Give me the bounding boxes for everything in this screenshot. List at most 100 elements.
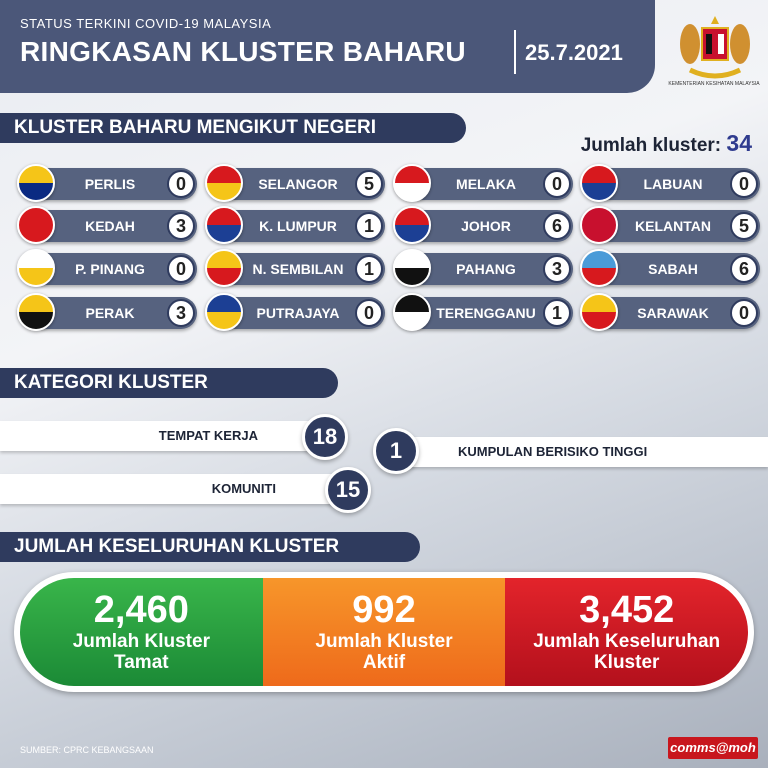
state-selangor: SELANGOR 5: [205, 164, 385, 202]
states-section-title: KLUSTER BAHARU MENGIKUT NEGERI: [0, 113, 466, 143]
state-p-pinang: P. PINANG 0: [17, 249, 197, 287]
state-count: 0: [167, 255, 195, 283]
brand-badge: comms@moh: [668, 737, 758, 759]
value: 992: [352, 589, 416, 631]
state-pill: KELANTAN 5: [594, 210, 760, 242]
category-bar-tempat-kerja: TEMPAT KERJA: [0, 421, 318, 451]
state-count: 3: [543, 255, 571, 283]
state-pill: SARAWAK 0: [594, 297, 760, 329]
state-count: 3: [167, 299, 195, 327]
state-sarawak: SARAWAK 0: [580, 293, 760, 331]
state-k-lumpur: K. LUMPUR 1: [205, 206, 385, 244]
state-name: K. LUMPUR: [259, 218, 337, 234]
state-pill: N. SEMBILAN 1: [219, 253, 385, 285]
state-pill: TERENGGANU 1: [407, 297, 573, 329]
state-name: SARAWAK: [637, 305, 709, 321]
state-count: 0: [167, 170, 195, 198]
label: Tamat: [114, 652, 169, 673]
state-pill: MELAKA 0: [407, 168, 573, 200]
state-count: 1: [543, 299, 571, 327]
state-flag-icon: [580, 293, 618, 331]
state-count: 6: [730, 255, 758, 283]
header-banner: STATUS TERKINI COVID-19 MALAYSIA RINGKAS…: [0, 0, 655, 93]
category-value-komuniti: 15: [325, 467, 371, 513]
total-ended-clusters: 2,460 Jumlah Kluster Tamat: [20, 578, 263, 686]
state-name: P. PINANG: [75, 261, 145, 277]
page-title: RINGKASAN KLUSTER BAHARU: [20, 36, 466, 67]
state-name: MELAKA: [456, 176, 516, 192]
state-kelantan: KELANTAN 5: [580, 206, 760, 244]
label: Jumlah Kluster: [72, 631, 210, 652]
state-sabah: SABAH 6: [580, 249, 760, 287]
state-pill: SELANGOR 5: [219, 168, 385, 200]
state-pahang: PAHANG 3: [393, 249, 573, 287]
state-terengganu: TERENGGANU 1: [393, 293, 573, 331]
state-name: JOHOR: [461, 218, 511, 234]
state-pill: PAHANG 3: [407, 253, 573, 285]
totals-section-title: JUMLAH KESELURUHAN KLUSTER: [0, 532, 420, 562]
state-name: PUTRAJAYA: [256, 305, 340, 321]
state-perak: PERAK 3: [17, 293, 197, 331]
logo-caption: KEMENTERIAN KESIHATAN MALAYSIA: [668, 81, 760, 87]
state-pill: SABAH 6: [594, 253, 760, 285]
state-flag-icon: [205, 249, 243, 287]
state-count: 0: [730, 299, 758, 327]
state-pill: JOHOR 6: [407, 210, 573, 242]
label: Jumlah Keseluruhan: [533, 631, 721, 652]
state-perlis: PERLIS 0: [17, 164, 197, 202]
state-labuan: LABUAN 0: [580, 164, 760, 202]
state-melaka: MELAKA 0: [393, 164, 573, 202]
state-name: PERLIS: [84, 176, 136, 192]
state-flag-icon: [17, 293, 55, 331]
divider: [514, 30, 516, 74]
source-note: SUMBER: CPRC KEBANGSAAN: [20, 745, 154, 755]
state-count: 5: [730, 212, 758, 240]
state-n-sembilan: N. SEMBILAN 1: [205, 249, 385, 287]
state-flag-icon: [205, 206, 243, 244]
total-active-clusters: 992 Jumlah Kluster Aktif: [262, 578, 506, 686]
state-flag-icon: [205, 164, 243, 202]
state-pill: PERLIS 0: [31, 168, 197, 200]
label: Kluster: [593, 652, 660, 673]
totals-panel: 2,460 Jumlah Kluster Tamat 992 Jumlah Klust…: [14, 572, 754, 692]
state-flag-icon: [393, 206, 431, 244]
state-flag-icon: [17, 206, 55, 244]
state-flag-icon: [580, 249, 618, 287]
total-new-clusters: Jumlah kluster: 34: [581, 130, 752, 157]
state-count: 0: [543, 170, 571, 198]
label: Aktif: [362, 652, 406, 673]
state-putrajaya: PUTRAJAYA 0: [205, 293, 385, 331]
state-flag-icon: [393, 249, 431, 287]
category-bar-kumpulan-berisiko: KUMPULAN BERISIKO TINGGI: [400, 437, 768, 467]
state-pill: PUTRAJAYA 0: [219, 297, 385, 329]
category-bar-komuniti: KOMUNITI: [0, 474, 340, 504]
state-pill: K. LUMPUR 1: [219, 210, 385, 242]
state-flag-icon: [17, 249, 55, 287]
subtitle: STATUS TERKINI COVID-19 MALAYSIA: [20, 16, 272, 31]
state-flag-icon: [580, 164, 618, 202]
category-value-tempat-kerja: 18: [302, 414, 348, 460]
category-section-title: KATEGORI KLUSTER: [0, 368, 338, 398]
state-flag-icon: [393, 293, 431, 331]
state-name: PERAK: [85, 305, 135, 321]
state-count: 0: [730, 170, 758, 198]
state-flag-icon: [580, 206, 618, 244]
state-count: 1: [355, 255, 383, 283]
state-johor: JOHOR 6: [393, 206, 573, 244]
state-pill: P. PINANG 0: [31, 253, 197, 285]
state-name: LABUAN: [643, 176, 703, 192]
state-name: TERENGGANU: [436, 305, 536, 321]
total-value: 34: [726, 130, 752, 156]
state-name: KEDAH: [85, 218, 135, 234]
label: Jumlah Kluster: [315, 631, 453, 652]
value: 2,460: [93, 589, 189, 631]
state-flag-icon: [205, 293, 243, 331]
state-pill: LABUAN 0: [594, 168, 760, 200]
state-name: N. SEMBILAN: [252, 261, 344, 277]
state-count: 3: [167, 212, 195, 240]
state-count: 0: [355, 299, 383, 327]
state-name: SABAH: [648, 261, 698, 277]
state-count: 5: [355, 170, 383, 198]
category-value-kumpulan-berisiko: 1: [373, 428, 419, 474]
total-all-clusters: 3,452 Jumlah Keseluruhan Kluster: [505, 578, 749, 686]
